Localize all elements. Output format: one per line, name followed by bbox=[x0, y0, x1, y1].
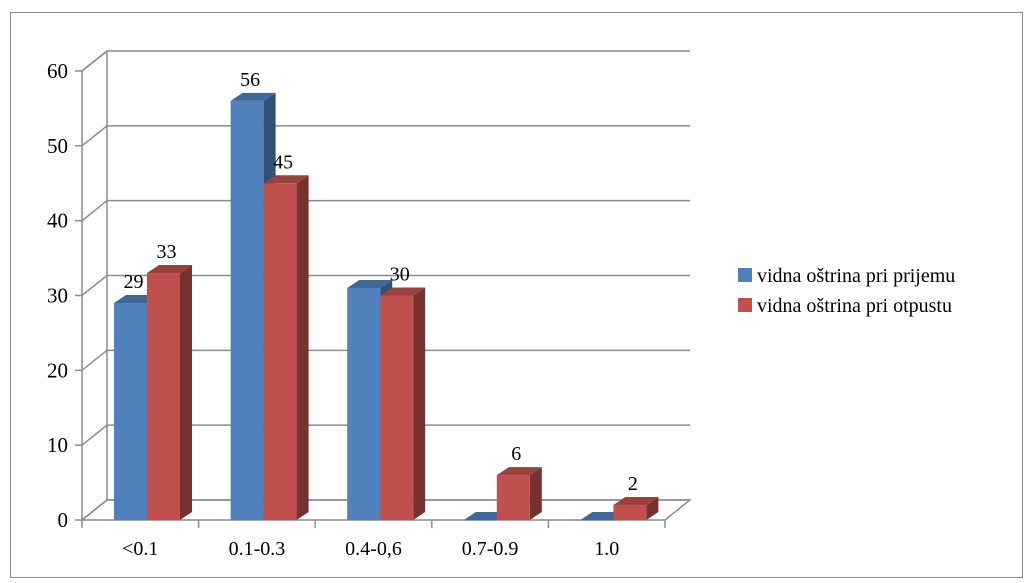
data-label: 2 bbox=[628, 473, 638, 495]
y-tick-label: 50 bbox=[47, 134, 68, 158]
bar-front bbox=[613, 505, 647, 520]
gridlines bbox=[81, 50, 690, 521]
bar-side bbox=[529, 467, 542, 520]
bar-front bbox=[114, 302, 147, 520]
data-label: 56 bbox=[240, 69, 260, 91]
bar-side bbox=[646, 497, 659, 520]
x-tick-labels: <0.1 0.1-0.3 0.4-0,6 0.7-0.9 1.0 bbox=[122, 538, 619, 560]
bars bbox=[114, 92, 659, 521]
y-tick-label: 40 bbox=[47, 209, 68, 233]
bar-front bbox=[496, 475, 530, 520]
bar-front bbox=[380, 295, 414, 520]
y-tick-label: 0 bbox=[58, 508, 69, 532]
legend-swatch bbox=[738, 298, 752, 312]
y-tick-label: 30 bbox=[47, 284, 68, 308]
x-tick-label: 1.0 bbox=[594, 538, 619, 560]
bar-front bbox=[580, 520, 614, 521]
bar-top bbox=[263, 175, 309, 184]
bar-front bbox=[463, 520, 497, 521]
data-label: 30 bbox=[390, 264, 410, 286]
axes bbox=[75, 70, 666, 528]
bar-top bbox=[613, 497, 659, 506]
y-tick-label: 20 bbox=[47, 358, 68, 382]
gridline bbox=[81, 424, 690, 446]
bar bbox=[263, 175, 309, 520]
data-label: 45 bbox=[273, 151, 293, 173]
bar-side bbox=[296, 175, 309, 520]
data-label: 6 bbox=[511, 443, 521, 465]
bar bbox=[380, 287, 426, 520]
data-label: 29 bbox=[124, 271, 144, 293]
gridline bbox=[81, 50, 690, 72]
bar-front bbox=[347, 288, 381, 520]
gridline bbox=[81, 349, 690, 371]
bar-top bbox=[496, 467, 542, 476]
gridline bbox=[81, 199, 690, 222]
x-tick-label: <0.1 bbox=[122, 538, 158, 560]
y-tick-labels: 0 10 20 30 40 50 60 bbox=[47, 59, 68, 532]
y-tick-label: 10 bbox=[47, 433, 68, 457]
gridline bbox=[81, 274, 690, 297]
y-tick-label: 60 bbox=[47, 59, 68, 83]
legend-label: vidna oštrina pri otpustu bbox=[757, 295, 952, 317]
bar-top bbox=[380, 287, 426, 296]
bar bbox=[496, 467, 542, 520]
bar-side bbox=[180, 265, 192, 520]
bar-side bbox=[413, 287, 426, 520]
bar-front bbox=[147, 273, 180, 520]
legend: vidna oštrina pri prijemu vidna oštrina p… bbox=[738, 265, 955, 317]
bar-front bbox=[230, 100, 264, 520]
legend-label: vidna oštrina pri prijemu bbox=[757, 265, 955, 287]
x-tick-label: 0.7-0.9 bbox=[462, 538, 519, 560]
bar bbox=[147, 265, 192, 520]
gridline bbox=[81, 499, 690, 521]
legend-swatch bbox=[738, 268, 752, 282]
x-tick-label: 0.1-0.3 bbox=[229, 538, 286, 560]
bar-top bbox=[147, 265, 192, 274]
bar-top bbox=[347, 280, 393, 289]
gridline bbox=[81, 125, 690, 147]
data-labels: 29 33 56 45 30 6 2 bbox=[124, 69, 638, 495]
bar bbox=[613, 497, 659, 520]
x-tick-label: 0.4-0,6 bbox=[345, 538, 402, 560]
data-label: 33 bbox=[157, 241, 177, 263]
bar-front bbox=[263, 183, 297, 520]
bar-top bbox=[230, 92, 276, 101]
